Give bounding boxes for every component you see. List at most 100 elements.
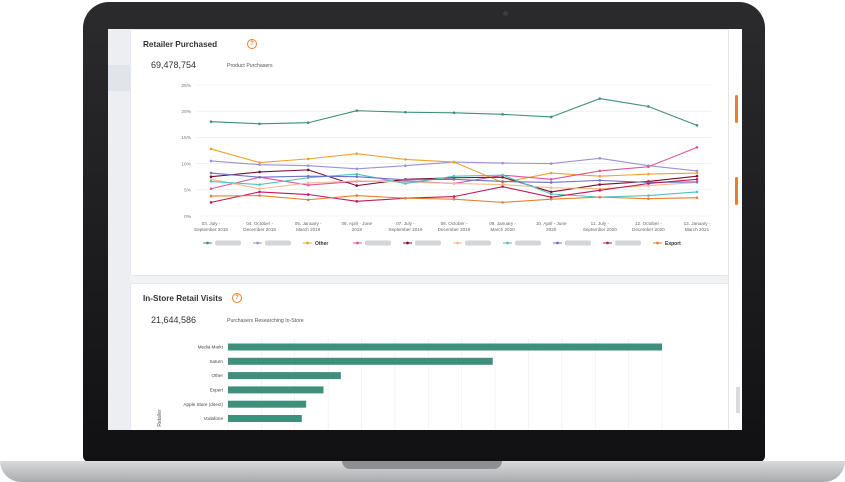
data-point [647, 194, 650, 197]
category-label: Vodafone [204, 416, 224, 421]
data-point [695, 146, 699, 149]
data-point [501, 175, 504, 179]
data-point [501, 180, 504, 183]
y-tick-label: 20% [181, 109, 191, 115]
legend-marker [356, 241, 359, 245]
data-point [549, 181, 553, 184]
y-tick-label: 15% [181, 135, 191, 141]
y-tick-label: 5% [184, 188, 192, 194]
retailer-purchased-card: Retailer Purchased ? 69,478,754 Product … [130, 29, 729, 276]
x-tick-label: 07. July - [396, 221, 415, 226]
data-point [306, 183, 310, 187]
data-point [355, 200, 359, 203]
data-point [258, 183, 261, 186]
legend-label-blurred [615, 240, 641, 246]
data-point [695, 196, 699, 199]
data-point [404, 158, 407, 161]
data-point [501, 173, 504, 177]
data-point [452, 174, 456, 178]
data-point [404, 182, 407, 185]
data-point [549, 192, 553, 196]
data-point [598, 174, 602, 178]
legend-label-blurred [565, 240, 591, 246]
legend-marker [656, 241, 659, 245]
data-point [452, 160, 456, 164]
bar-chart: Media Markt Saturn Other Expert Apple Store … [157, 338, 663, 430]
category-label: Media Markt [198, 345, 224, 350]
data-point [452, 195, 456, 198]
x-tick-label: 09. January - [489, 221, 516, 226]
legend-label: Export [665, 241, 681, 247]
data-point [501, 201, 504, 204]
y-tick-label: 0% [184, 214, 192, 220]
x-tick-label: March 2020 [490, 227, 515, 232]
y-tick-label: 25% [181, 83, 191, 89]
x-tick-label: September 2018 [194, 227, 228, 232]
data-point [549, 171, 553, 175]
scrollbar[interactable] [736, 387, 740, 413]
right-panel [728, 29, 742, 430]
data-point [501, 113, 504, 116]
data-point [647, 165, 650, 169]
help-icon[interactable]: ? [247, 39, 257, 49]
bar [228, 343, 662, 351]
x-tick-label: 10. April - June [536, 221, 567, 226]
legend-label-blurred [365, 240, 391, 246]
data-point [209, 147, 213, 151]
bar [228, 372, 341, 380]
data-point [209, 159, 213, 163]
metric-label: Product Purchasers [227, 63, 273, 69]
x-tick-label: March 2021 [685, 227, 710, 232]
data-point [501, 183, 504, 186]
data-point [306, 157, 310, 161]
data-point [598, 179, 602, 182]
category-label: Expert [210, 388, 224, 393]
data-point [549, 178, 553, 181]
bar [228, 386, 324, 394]
data-point [209, 171, 213, 175]
data-point [306, 193, 310, 196]
screen: Retailer Purchased ? 69,478,754 Product … [108, 29, 742, 430]
data-point [598, 189, 602, 192]
data-point [306, 121, 310, 125]
x-tick-label: 03. July - [202, 221, 221, 226]
line-chart: 0% 5% 10% 15% 20% 25% 03. July -September 2018… [181, 83, 711, 247]
in-store-visits-card: In-Store Retail Visits ? 21,644,586 Purc… [130, 283, 729, 430]
data-point [355, 184, 359, 187]
data-point [306, 181, 310, 185]
data-point [258, 190, 261, 194]
data-point [452, 197, 456, 201]
data-point [404, 196, 407, 200]
left-nav-strip [108, 29, 130, 430]
legend-label-blurred [415, 240, 441, 246]
data-point [647, 197, 650, 201]
legend-marker [206, 241, 209, 245]
data-point [209, 201, 213, 204]
x-tick-label: 06. April - June [341, 221, 372, 226]
data-point [549, 195, 553, 199]
bar [228, 400, 307, 408]
legend-label-blurred [515, 240, 541, 246]
data-point [647, 182, 650, 185]
data-point [258, 163, 261, 166]
legend-label-blurred [265, 240, 291, 246]
data-point [209, 175, 213, 178]
x-tick-label: September 2020 [583, 227, 617, 232]
x-tick-label: 13. January - [684, 221, 711, 226]
data-point [452, 111, 456, 115]
data-point [306, 168, 310, 172]
help-icon[interactable]: ? [232, 293, 242, 303]
data-point [549, 162, 553, 165]
data-point [404, 178, 407, 182]
nav-tab[interactable] [108, 65, 130, 91]
data-point [695, 124, 699, 127]
accent-marker [735, 177, 738, 205]
data-point [501, 185, 504, 188]
data-point [647, 105, 650, 108]
legend-marker [306, 241, 309, 245]
x-tick-label: 11. July - [591, 221, 610, 226]
legend-label-blurred [465, 240, 491, 246]
data-point [598, 157, 602, 160]
data-point [306, 198, 310, 202]
bar [228, 415, 302, 422]
